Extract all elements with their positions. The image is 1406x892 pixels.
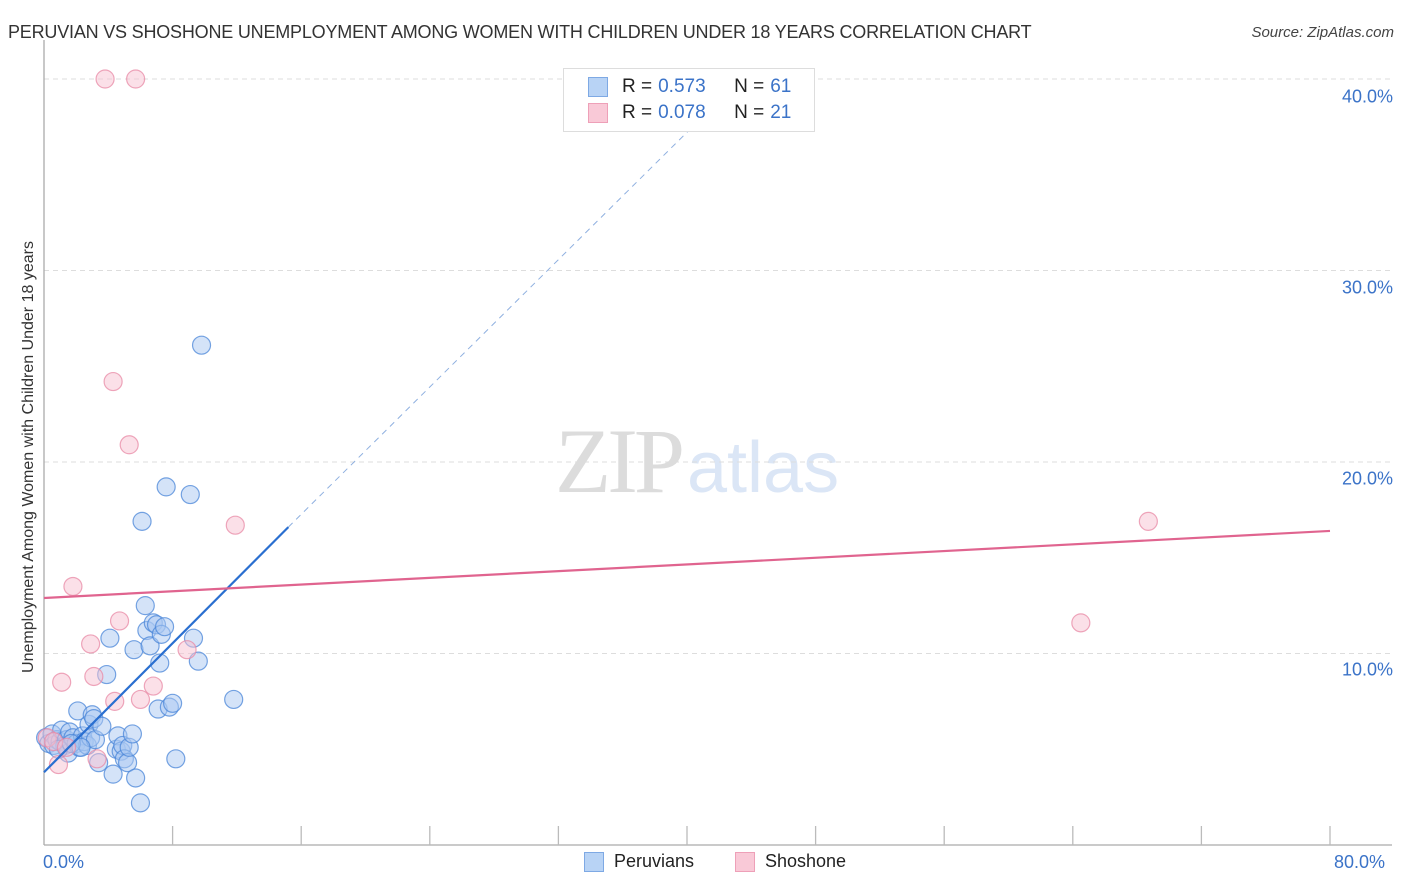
chart-title: PERUVIAN VS SHOSHONE UNEMPLOYMENT AMONG … <box>8 22 1032 42</box>
shoshone-point <box>87 749 107 769</box>
n-value: 21 <box>770 102 792 123</box>
bottom-legend-shoshone: Shoshone <box>735 851 846 872</box>
peruvians-point <box>224 689 244 710</box>
shoshone-point <box>1138 511 1158 531</box>
x-tick-min: 0.0% <box>43 852 85 872</box>
axes <box>43 40 1392 846</box>
shoshone-points <box>37 69 1158 775</box>
shoshone-point <box>177 640 197 660</box>
shoshone-point <box>95 69 115 89</box>
shoshone-swatch <box>735 851 755 872</box>
shoshone-point <box>109 611 130 631</box>
n-label: N = <box>734 76 765 97</box>
x-tick-max: 80.0% <box>1334 852 1386 872</box>
r-label: R = <box>622 76 653 97</box>
shoshone-label: Shoshone <box>765 851 847 871</box>
y-tick-40: 40.0% <box>1341 86 1393 107</box>
peruvians-point <box>154 617 175 637</box>
y-tick-10: 10.0% <box>1341 659 1393 680</box>
shoshone-point <box>81 634 101 654</box>
r-label: R = <box>622 102 653 123</box>
peruvians-point <box>163 693 183 713</box>
shoshone-point <box>52 672 72 692</box>
peruvians-point <box>180 484 200 505</box>
shoshone-point <box>84 666 104 687</box>
peruvians-point <box>166 749 186 769</box>
peruvians-trendline-extension <box>287 130 689 528</box>
shoshone-point <box>56 737 77 757</box>
watermark-atlas: atlas <box>687 428 840 508</box>
peruvians-point <box>126 768 146 788</box>
legend-row-shoshone: R = 0.078 N = 21 <box>588 101 791 125</box>
shoshone-point <box>225 515 245 535</box>
peruvians-point <box>150 653 170 673</box>
peruvians-point <box>124 640 144 660</box>
watermark: ZIPatlas <box>555 408 839 514</box>
trendlines <box>43 130 1331 774</box>
peruvians-trendline <box>43 526 290 774</box>
peruvians-point <box>132 511 152 531</box>
y-tick-30: 30.0% <box>1341 277 1393 298</box>
shoshone-point <box>103 371 123 392</box>
peruvians-point <box>140 636 160 656</box>
peruvians-swatch <box>588 77 608 97</box>
shoshone-point <box>63 576 83 597</box>
shoshone-point <box>48 754 69 775</box>
peruvians-point <box>103 764 123 784</box>
shoshone-point <box>126 69 146 89</box>
shoshone-trendline <box>43 529 1331 600</box>
peruvians-point <box>92 716 112 736</box>
n-label: N = <box>734 102 765 123</box>
peruvians-swatch <box>584 851 604 872</box>
peruvians-point <box>100 628 120 648</box>
peruvians-point <box>191 335 212 355</box>
correlation-legend: R = 0.573 N = 61 R = 0.078 N = 21 <box>563 68 815 132</box>
shoshone-swatch <box>588 103 608 123</box>
bottom-legend-peruvians: Peruvians <box>584 851 694 872</box>
peruvians-point <box>130 793 151 813</box>
gridlines <box>44 78 1392 654</box>
y-axis-label: Unemployment Among Women with Children U… <box>20 241 37 673</box>
peruvians-point <box>156 477 176 497</box>
shoshone-point <box>119 435 139 455</box>
peruvians-label: Peruvians <box>614 851 695 871</box>
y-tick-20: 20.0% <box>1341 468 1393 489</box>
shoshone-point <box>130 689 151 710</box>
watermark-zip: ZIP <box>555 410 685 512</box>
source-label: Source: ZipAtlas.com <box>1251 24 1394 41</box>
legend-row-peruvians: R = 0.573 N = 61 <box>588 75 791 99</box>
n-value: 61 <box>770 76 792 97</box>
shoshone-point <box>1071 613 1091 633</box>
peruvians-point <box>135 596 155 616</box>
shoshone-point <box>143 676 163 696</box>
r-value: 0.573 <box>658 76 706 97</box>
peruvians-point <box>122 724 143 744</box>
peruvians-point <box>188 651 208 671</box>
r-value: 0.078 <box>658 102 706 123</box>
